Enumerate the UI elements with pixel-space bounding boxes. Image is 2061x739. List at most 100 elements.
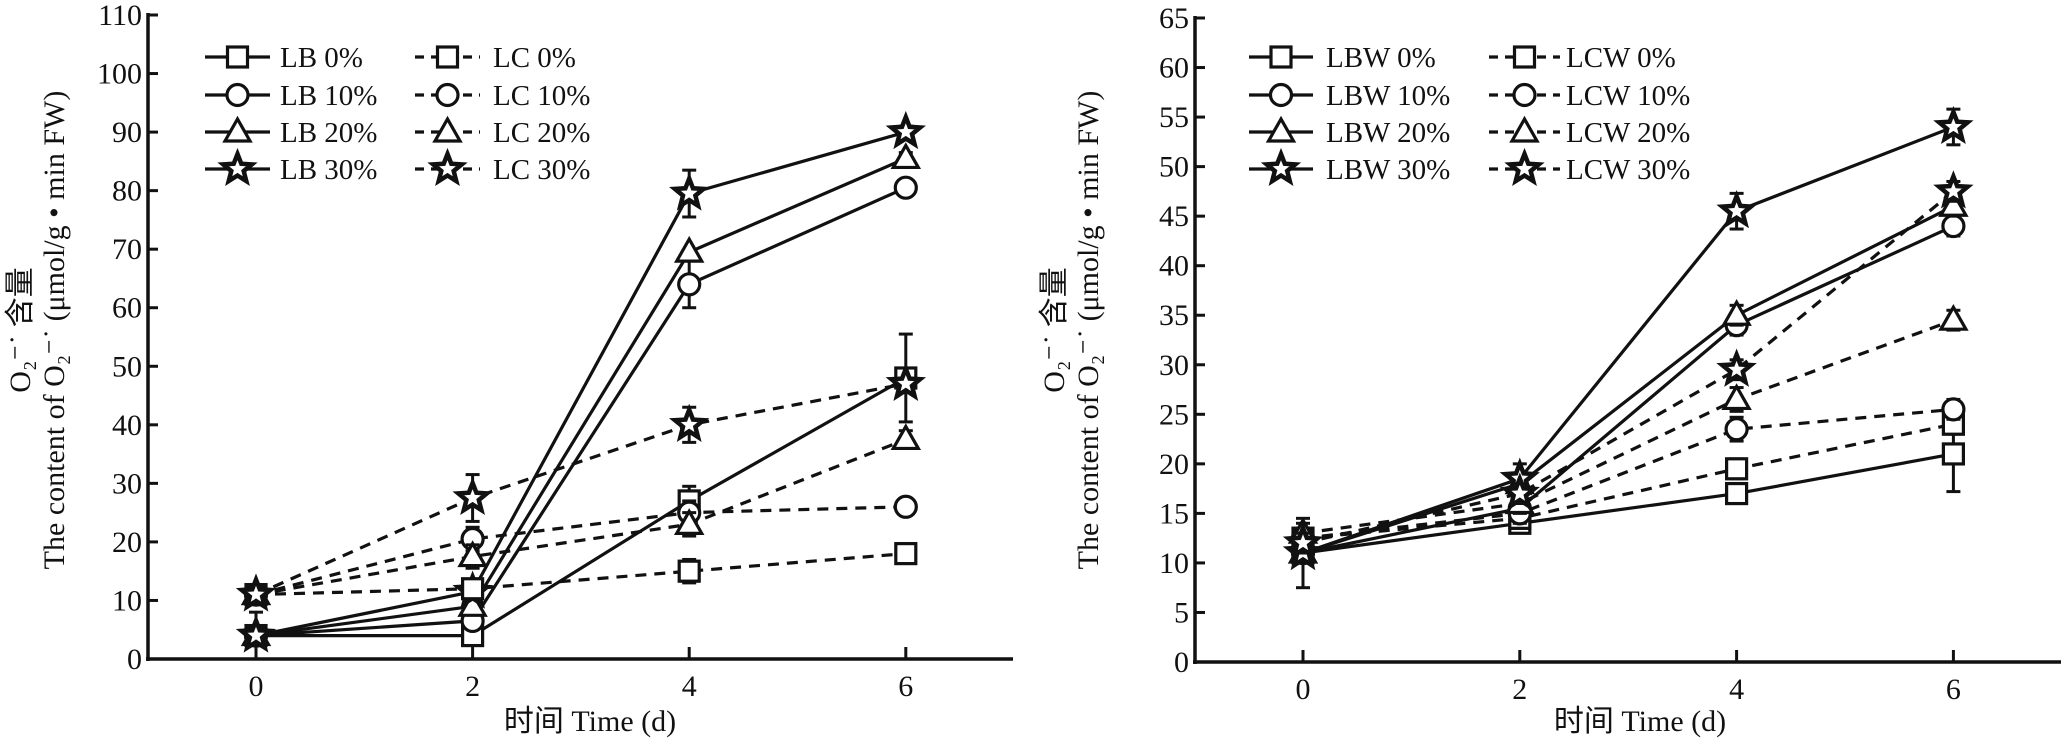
legend-label: LCW 30% [1566,154,1690,186]
data-point-triangle [890,142,922,170]
legend: LB 0% LB 10% LB 20% LB 30% LC 0% LC 10% LC 20%… [205,42,590,187]
y-tick-label: 20 [1159,448,1189,481]
data-point-square [677,559,701,583]
legend-label: LC 0% [493,42,576,74]
series-line [255,382,907,597]
y-tick-label: 20 [112,526,142,559]
legend-entry: LCW 30% [1489,147,1690,187]
y-tick-label: 5 [1174,596,1189,629]
series-lc-10- [243,494,918,607]
legend-entry: LBW 10% [1249,80,1450,112]
x-tick-label: 4 [1729,673,1744,706]
legend-label: LBW 30% [1326,154,1450,186]
data-point-star [669,172,710,211]
legend-marker-circle [1268,82,1294,108]
series-line [256,376,907,638]
y-tick-label: 110 [98,0,142,32]
legend-marker-triangle [1509,115,1540,143]
legend-label: LB 10% [280,80,377,112]
series-lc-30- [235,362,927,612]
y-axis-title: O₂⁻˙ 含量 The content of O₂⁻˙ (μmol/g • mi… [4,91,71,570]
right-chart: O₂⁻˙ 含量 The content of O₂⁻˙ (μmol/g • mi… [1038,2,2061,738]
data-point-circle [1941,213,1966,239]
series-lb-30- [235,110,926,661]
legend-entry: LB 0% [205,42,363,74]
y-tick-label: 70 [112,233,142,266]
legend-marker-star [427,147,468,187]
data-point-star [1933,105,1974,145]
series-lbw-10- [1290,213,1966,566]
data-point-star [235,614,277,653]
legend-marker-circle [1512,82,1537,108]
y-tick-label: 50 [1159,151,1189,184]
y-axis-title: O₂⁻˙ 含量 The content of O₂⁻˙ (μmol/g • mi… [1038,91,1105,570]
legend-label: LC 20% [493,117,590,149]
legend-marker-square [1269,45,1293,69]
series-lb-0- [244,332,918,648]
legend-entry: LC 10% [415,80,590,112]
series-lcw-30- [1282,170,1974,561]
legend-marker-star [217,147,258,187]
series-line [255,505,906,597]
data-point-triangle [457,540,488,568]
series-line [1302,204,1955,555]
x-axis-title: 时间 Time (d) [1554,705,1726,738]
data-point-triangle [673,235,705,263]
series-line [255,186,907,638]
series-lcw-0- [1291,412,1966,550]
data-point-star [1282,521,1324,561]
y-tick-label: 30 [112,467,142,500]
data-point-square [1724,481,1749,506]
y-tick-label: 40 [112,409,142,442]
y-tick-label: 0 [127,643,142,676]
y-tick-label: 60 [1159,52,1189,85]
x-tick-label: 6 [898,670,913,703]
series-line [255,130,907,638]
legend-label: LC 30% [493,154,590,186]
legend-entry: LC 30% [415,147,590,187]
legend: LBW 0% LBW 10% LBW 20% LBW 30% LCW 0% LCW 10%… [1249,42,1690,187]
data-point-star [235,573,277,612]
left-chart: O₂⁻˙ 含量 The content of O₂⁻˙ (μmol/g • mi… [4,0,1013,738]
series-line [1302,452,1954,555]
legend-entry: LCW 0% [1489,42,1676,74]
series-line [255,552,906,597]
y-tick-label: 45 [1159,200,1189,233]
data-point-square [1724,457,1749,481]
data-point-triangle [1938,303,1969,331]
y-tick-label: 15 [1159,497,1189,530]
legend-entry: LBW 0% [1249,42,1436,74]
series-lbw-0- [1291,414,1966,590]
y-tick-label: 55 [1159,101,1189,134]
legend-label: LBW 10% [1326,80,1450,112]
data-point-triangle [1721,383,1752,411]
y-tick-label: 30 [1159,349,1189,382]
y-tick-label: 100 [97,58,142,91]
data-point-triangle [890,423,922,451]
series-lb-10- [243,175,918,648]
series-line [1302,125,1954,555]
legend-marker-triangle [222,115,253,143]
data-point-star [668,403,710,443]
y-tick-label: 80 [112,175,142,208]
legend-entry: LB 20% [205,115,377,149]
legend-label: LBW 0% [1326,42,1436,74]
y-axis-title-line1: O₂⁻˙ 含量 [4,267,37,392]
series-line [1302,318,1954,535]
y-tick-label: 10 [112,584,142,617]
x-tick-label: 2 [465,670,480,703]
legend-marker-square [435,45,460,69]
data-point-circle [893,175,918,200]
data-point-star [1933,170,1974,209]
x-axis-title: 时间 Time (d) [504,705,676,738]
legend-entry: LB 10% [205,80,377,112]
data-point-circle [1941,397,1966,422]
data-point-circle [677,272,702,297]
y-axis-title-line2: The content of O₂⁻˙ (μmol/g • min FW) [38,91,71,570]
series-line [1302,224,1955,555]
legend-entry: LB 30% [205,147,377,187]
data-point-star [885,110,926,150]
x-tick-label: 0 [1296,673,1311,706]
series-line [255,156,907,638]
